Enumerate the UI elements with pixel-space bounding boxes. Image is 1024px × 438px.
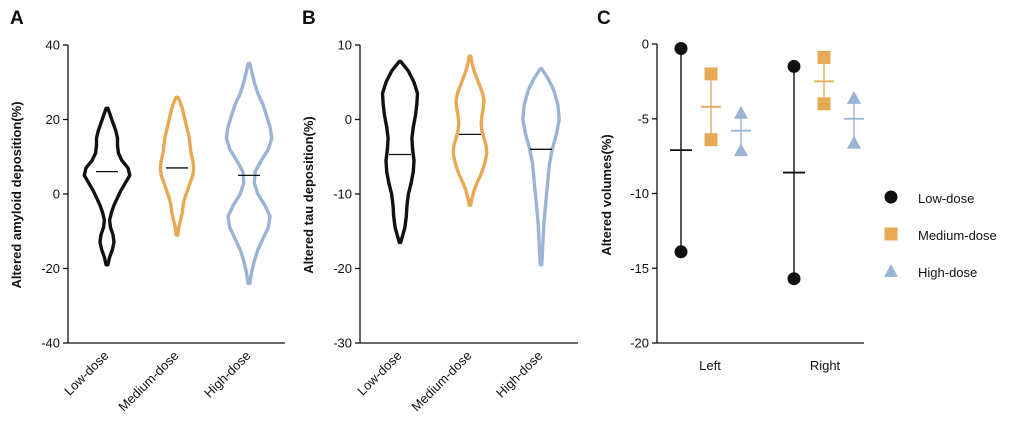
legend-marker-low-dose	[884, 190, 898, 204]
panel-c-low-dose-right-point	[787, 59, 801, 73]
legend-label-medium-dose: Medium-dose	[918, 228, 997, 243]
panel-c-high-dose-right-point	[847, 90, 861, 104]
panel-b-tick-label: -30	[333, 336, 352, 351]
panel-c-tick-label: -5	[637, 111, 649, 126]
legend-marker-medium-dose	[884, 227, 898, 241]
panel-b-tick-label: 10	[338, 38, 352, 53]
panel-c-medium-dose-left-point	[704, 133, 718, 147]
panel-c-category-right: Right	[810, 358, 841, 373]
panel-c-high-dose-left-point	[734, 105, 748, 119]
panel-a-violin-high-dose	[224, 61, 274, 286]
panel-b-tick-label: 0	[345, 112, 352, 127]
panel-a-tick-label: 40	[46, 38, 60, 53]
panel-c-ticks: -20 -15 -10 -5 0	[630, 37, 657, 351]
panel-b: B -30 -20 -10 0 10 Altered tau deposition(%)…	[301, 8, 578, 414]
panel-b-violin-low-dose	[380, 59, 420, 245]
panel-b-tick-label: -10	[333, 187, 352, 202]
panel-b-violin-high-dose	[521, 67, 561, 267]
panel-a-y-label: Altered amyloid deposition(%)	[9, 101, 24, 288]
legend-marker-high-dose	[884, 264, 898, 277]
panel-c-medium-dose-left-point	[704, 67, 718, 81]
panel-b-violins	[380, 54, 561, 267]
legend-marker-high-dose-shape	[884, 264, 898, 277]
panel-b-category-low: Low-dose	[354, 348, 404, 398]
panel-a: A -40 -20 0 20 40 Altered amyloid deposition…	[9, 8, 285, 414]
panel-a-violin-medium-dose	[158, 95, 196, 237]
panel-a-letter: A	[10, 8, 24, 29]
panel-a-category-medium: Medium-dose	[115, 348, 181, 414]
panel-c-tick-label: -10	[630, 186, 649, 201]
panel-a-tick-label: 0	[53, 187, 60, 202]
panel-c-high-dose-right-point	[847, 135, 861, 149]
panel-b-violin-medium-dose	[451, 54, 489, 207]
legend-marker-low-dose-shape	[884, 190, 898, 204]
panel-a-category-low: Low-dose	[61, 348, 111, 398]
legend-label-high-dose: High-dose	[918, 265, 977, 280]
panel-c-tick-label: -15	[630, 261, 649, 276]
panel-c-high-dose-left-point	[734, 143, 748, 157]
panel-a-tick-label: 20	[46, 112, 60, 127]
panel-c-tick-label: 0	[642, 37, 649, 52]
panel-c-medium-dose-right-point	[817, 97, 831, 111]
panel-c-letter: C	[597, 8, 611, 29]
panel-c-low-dose-right-point	[787, 272, 801, 286]
panel-a-category-high: High-dose	[201, 348, 254, 401]
panel-a-ticks: -40 -20 0 20 40	[41, 38, 68, 351]
panel-c-category-left: Left	[699, 358, 721, 373]
panel-b-ticks: -30 -20 -10 0 10	[333, 38, 360, 351]
legend-label-low-dose: Low-dose	[918, 191, 974, 206]
panel-a-tick-label: -40	[41, 336, 60, 351]
panel-b-letter: B	[302, 8, 316, 29]
panel-c: C -20 -15 -10 -5 0 Altered volumes(%) Left R…	[597, 8, 997, 373]
panel-b-tick-label: -20	[333, 261, 352, 276]
panel-a-violins	[82, 61, 274, 286]
legend-marker-medium-dose-shape	[884, 227, 898, 241]
panel-c-low-dose-left-point	[674, 41, 688, 55]
panel-b-y-label: Altered tau deposition(%)	[301, 116, 316, 273]
panel-b-category-medium: Medium-dose	[408, 348, 474, 414]
panel-c-medium-dose-right-point	[817, 50, 831, 64]
panel-a-violin-low-dose	[82, 106, 132, 267]
panel-c-low-dose-left-point	[674, 245, 688, 259]
panel-b-category-high: High-dose	[493, 348, 546, 401]
panel-c-y-label: Altered volumes(%)	[599, 134, 614, 255]
panel-c-tick-label: -20	[630, 336, 649, 351]
panel-a-tick-label: -20	[41, 261, 60, 276]
panel-c-marks	[670, 41, 864, 286]
panel-c-legend: Low-dose Medium-dose High-dose	[884, 190, 997, 280]
